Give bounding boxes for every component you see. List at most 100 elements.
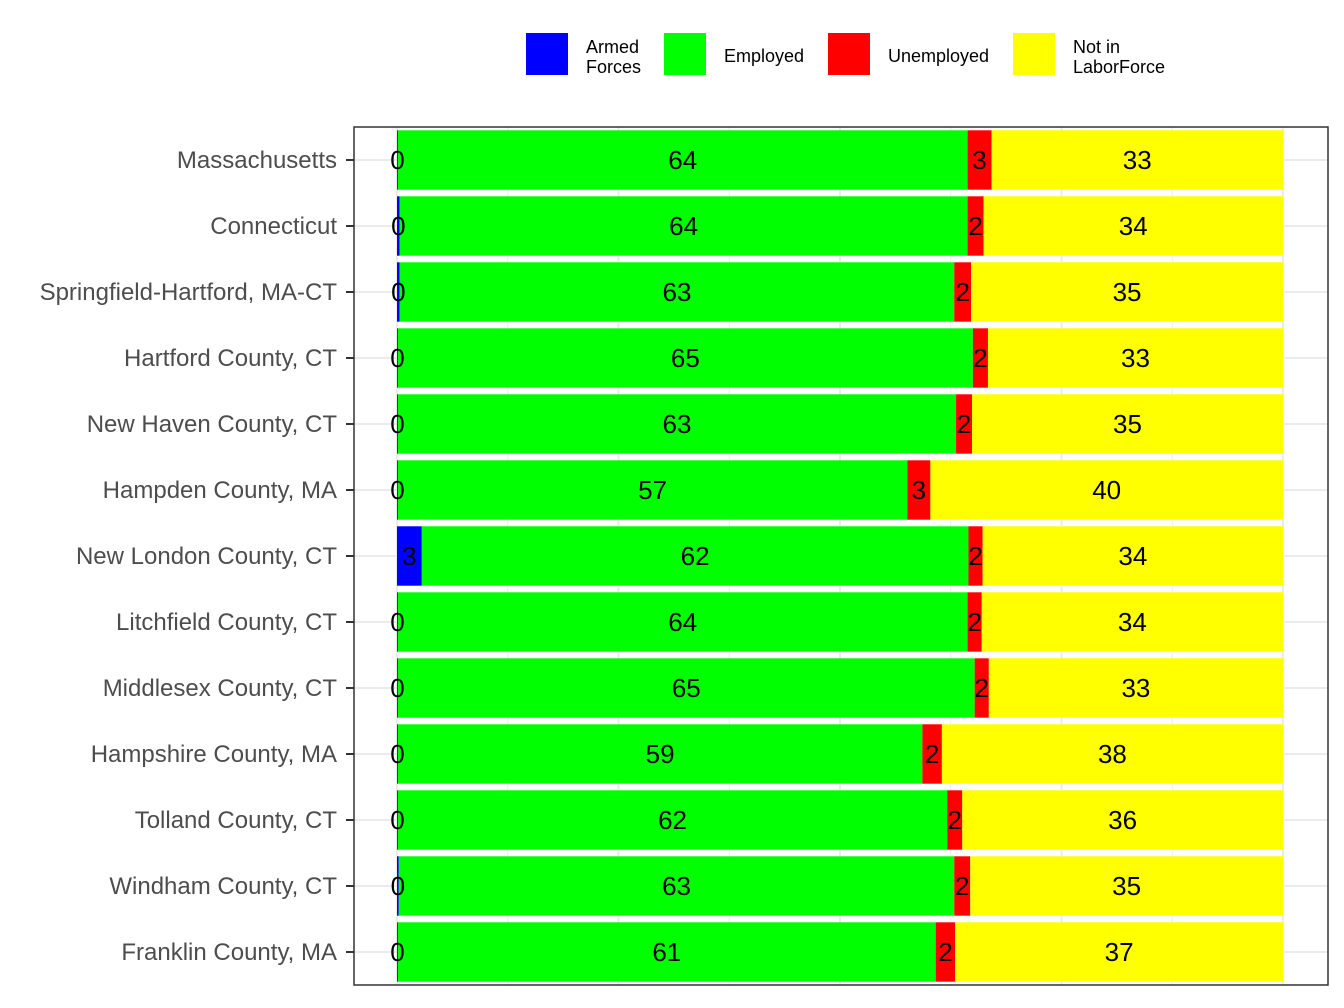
bar-segment-employed: [397, 328, 973, 388]
value-labels: 0 64 3 330 64 2 340 63 2 350 65 2 330 63 2 350 57 3 403 62 2…: [390, 145, 1152, 967]
value-label-nilf: 40: [1092, 475, 1121, 505]
legend-label-employed: Employed: [724, 46, 804, 66]
value-label-employed: 64: [668, 145, 697, 175]
value-label-nilf: 33: [1121, 343, 1150, 373]
bar-segment-nilf: [970, 856, 1283, 916]
bar-segment-unemployed: [956, 394, 973, 454]
bar-segment-unemployed: [907, 460, 931, 520]
category-label: Tolland County, CT: [135, 807, 338, 834]
value-label-unemployed: 2: [967, 607, 981, 637]
category-label: Hampden County, MA: [103, 477, 337, 504]
bar-segment-armed: [397, 526, 422, 586]
value-label-armed: 0: [390, 607, 404, 637]
category-label: Litchfield County, CT: [116, 609, 337, 636]
legend: Armed Forces Employed Unemployed Not in Labor…: [526, 33, 1165, 77]
bar-segment-nilf: [955, 922, 1283, 982]
category-label: Connecticut: [210, 213, 337, 240]
bar-segment-armed: [397, 460, 398, 520]
value-label-employed: 62: [658, 805, 687, 835]
value-label-unemployed: 2: [955, 277, 969, 307]
bar-segment-armed: [397, 130, 398, 190]
bar-segment-unemployed: [922, 724, 942, 784]
value-label-employed: 63: [663, 277, 692, 307]
value-label-armed: 0: [391, 871, 405, 901]
legend-label-line: Employed: [724, 46, 804, 66]
value-label-armed: 0: [390, 475, 404, 505]
value-label-nilf: 38: [1098, 739, 1127, 769]
value-label-unemployed: 2: [925, 739, 939, 769]
legend-label-line: Forces: [586, 57, 641, 77]
bar-segment-unemployed: [935, 922, 956, 982]
bar-segment-nilf: [962, 790, 1283, 850]
category-label: Windham County, CT: [109, 873, 337, 900]
value-label-employed: 65: [671, 343, 700, 373]
value-label-nilf: 36: [1108, 805, 1137, 835]
value-label-unemployed: 2: [948, 805, 962, 835]
value-label-employed: 64: [669, 211, 698, 241]
bar-segment-armed: [397, 394, 398, 454]
value-label-employed: 63: [663, 409, 692, 439]
bar-segment-armed: [397, 196, 400, 256]
value-label-nilf: 37: [1105, 937, 1134, 967]
category-label: New Haven County, CT: [87, 411, 338, 438]
bar-segment-unemployed: [954, 262, 972, 322]
bar-segment-nilf: [988, 658, 1283, 718]
legend-label-armed: Armed Forces: [586, 37, 641, 77]
value-label-employed: 63: [662, 871, 691, 901]
value-label-unemployed: 2: [955, 871, 969, 901]
bar-segment-employed: [397, 394, 957, 454]
bar-segment-employed: [397, 790, 948, 850]
bar-segment-employed: [397, 922, 936, 982]
value-label-unemployed: 2: [968, 541, 982, 571]
legend-key-armed: [526, 33, 568, 75]
plot-panel: 0 64 3 330 64 2 340 63 2 350 65 2 330 63 2 350 57 3 403 62 2…: [353, 126, 1329, 986]
value-label-unemployed: 2: [975, 673, 989, 703]
value-label-employed: 59: [646, 739, 675, 769]
bar-segment-employed: [398, 856, 955, 916]
legend-label-line: LaborForce: [1073, 57, 1165, 77]
bar-segment-employed: [397, 130, 968, 190]
bar-segment-nilf: [971, 262, 1283, 322]
category-label: Franklin County, MA: [121, 939, 337, 966]
category-label: Springfield-Hartford, MA-CT: [40, 279, 338, 306]
value-label-armed: 0: [391, 277, 405, 307]
bar-segment-nilf: [981, 592, 1283, 652]
value-label-nilf: 35: [1113, 409, 1142, 439]
value-label-armed: 0: [390, 409, 404, 439]
value-label-nilf: 34: [1119, 211, 1148, 241]
category-label: Middlesex County, CT: [103, 675, 338, 702]
value-label-nilf: 35: [1112, 871, 1141, 901]
legend-key-nilf: [1013, 33, 1055, 75]
bar-segment-unemployed: [954, 856, 971, 916]
bar-segment-nilf: [930, 460, 1283, 520]
value-label-employed: 57: [638, 475, 667, 505]
value-label-employed: 61: [652, 937, 681, 967]
bar-segment-armed: [397, 790, 398, 850]
value-label-unemployed: 2: [957, 409, 971, 439]
value-label-employed: 65: [672, 673, 701, 703]
bar-segment-unemployed: [967, 130, 992, 190]
legend-label-line: Unemployed: [888, 46, 989, 66]
legend-label-line: Armed: [586, 37, 639, 57]
value-label-armed: 0: [390, 937, 404, 967]
bar-segment-armed: [397, 724, 398, 784]
value-label-nilf: 34: [1118, 541, 1147, 571]
legend-key-employed: [664, 33, 706, 75]
legend-label-unemployed: Unemployed: [888, 46, 989, 66]
value-label-unemployed: 2: [938, 937, 952, 967]
value-label-unemployed: 3: [972, 145, 986, 175]
value-label-nilf: 33: [1123, 145, 1152, 175]
value-label-armed: 0: [390, 739, 404, 769]
bar-segment-employed: [397, 460, 908, 520]
category-label: Hartford County, CT: [124, 345, 337, 372]
bar-segment-employed: [421, 526, 969, 586]
bar-segment-nilf: [987, 328, 1283, 388]
bar-segment-employed: [399, 262, 955, 322]
value-label-armed: 0: [390, 673, 404, 703]
bar-segment-unemployed: [947, 790, 963, 850]
value-label-armed: 0: [390, 145, 404, 175]
category-label: Massachusetts: [177, 147, 337, 174]
value-label-nilf: 33: [1121, 673, 1150, 703]
value-label-armed: 0: [390, 805, 404, 835]
